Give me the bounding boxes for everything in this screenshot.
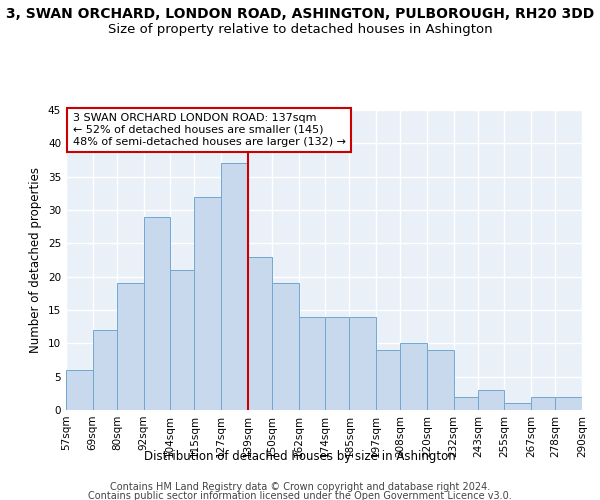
Text: Distribution of detached houses by size in Ashington: Distribution of detached houses by size … (144, 450, 456, 463)
Bar (92, 330, 117, 410)
Bar (248, 256, 272, 410)
Bar (66, 370, 92, 410)
Bar (143, 216, 170, 410)
Bar (117, 284, 143, 410)
Bar (531, 396, 556, 410)
Text: Contains HM Land Registry data © Crown copyright and database right 2024.: Contains HM Land Registry data © Crown c… (110, 482, 490, 492)
Bar (170, 270, 194, 410)
Bar (325, 316, 349, 410)
Text: 3, SWAN ORCHARD, LONDON ROAD, ASHINGTON, PULBOROUGH, RH20 3DD: 3, SWAN ORCHARD, LONDON ROAD, ASHINGTON,… (6, 8, 594, 22)
Bar (427, 350, 454, 410)
Bar (478, 390, 505, 410)
Bar (505, 404, 531, 410)
Bar (556, 396, 582, 410)
Text: Contains public sector information licensed under the Open Government Licence v3: Contains public sector information licen… (88, 491, 512, 500)
Text: Size of property relative to detached houses in Ashington: Size of property relative to detached ho… (107, 22, 493, 36)
Bar (454, 396, 478, 410)
Bar (376, 350, 400, 410)
Bar (272, 284, 299, 410)
Bar (194, 196, 221, 410)
Y-axis label: Number of detached properties: Number of detached properties (29, 167, 43, 353)
Bar (400, 344, 427, 410)
Bar (349, 316, 376, 410)
Bar (299, 316, 325, 410)
Bar (221, 164, 248, 410)
Text: 3 SWAN ORCHARD LONDON ROAD: 137sqm
← 52% of detached houses are smaller (145)
48: 3 SWAN ORCHARD LONDON ROAD: 137sqm ← 52%… (73, 114, 346, 146)
